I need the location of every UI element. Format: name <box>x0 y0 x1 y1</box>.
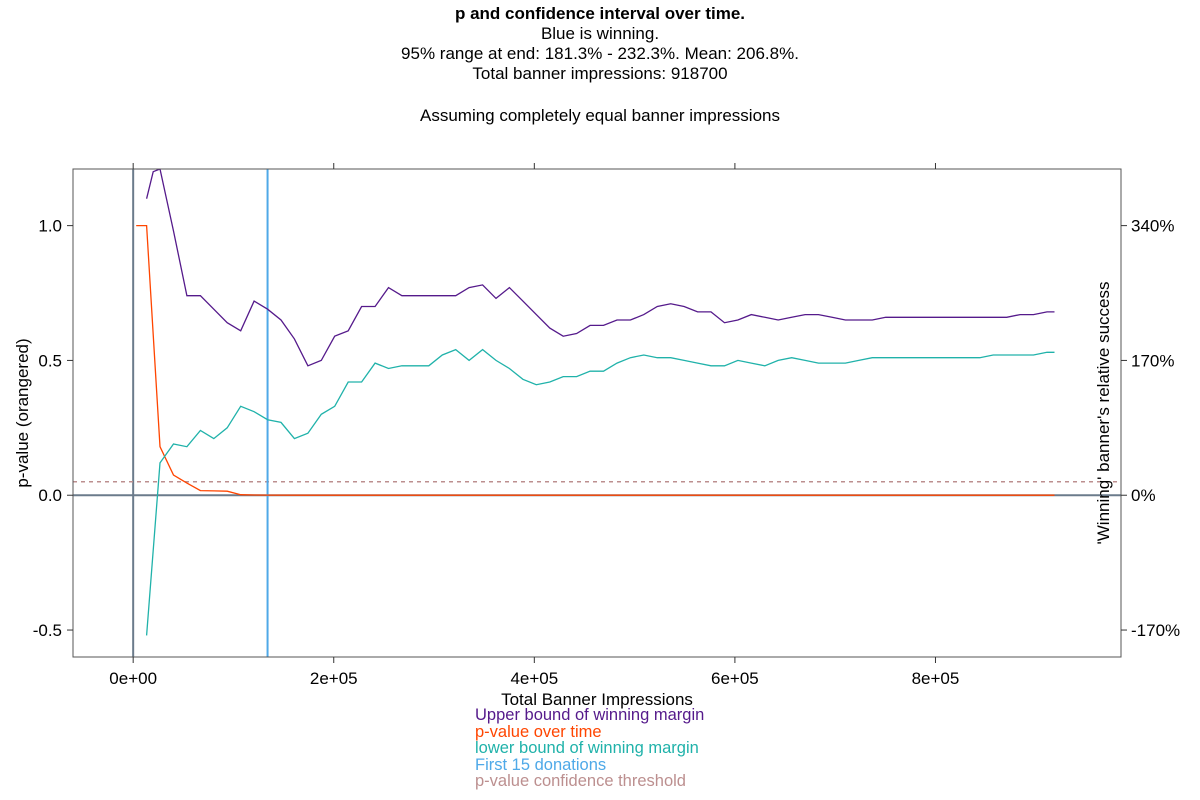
x-tick-label: 2e+05 <box>310 669 358 688</box>
x-tick-label: 0e+00 <box>109 669 157 688</box>
series-line-3 <box>145 348 1055 636</box>
x-axis-label: Total Banner Impressions <box>501 690 693 709</box>
x-tick-label: 4e+05 <box>510 669 558 688</box>
chart-header: p and confidence interval over time. Blu… <box>0 4 1200 126</box>
legend-item-1: Upper bound of winning margin <box>475 706 705 724</box>
legend: Upper bound of winning margin p-value ove… <box>475 707 704 790</box>
subtitle-line-2: 95% range at end: 181.3% - 232.3%. Mean:… <box>401 44 799 63</box>
y-tick-label: 0.5 <box>38 351 62 370</box>
y2-tick-label: -170% <box>1131 621 1180 640</box>
y-tick-label: 1.0 <box>38 217 62 236</box>
y-tick-label: -0.5 <box>33 621 62 640</box>
y-axis-label: p-value (orangered) <box>13 338 32 487</box>
series-line-1 <box>145 169 1055 367</box>
legend-item-5: p-value confidence threshold <box>475 772 686 790</box>
legend-item-3: lower bound of winning margin <box>475 739 699 757</box>
series-line-2 <box>136 224 1055 496</box>
subtitle-line-3: Total banner impressions: 918700 <box>472 64 728 83</box>
legend-item-2: p-value over time <box>475 722 602 741</box>
y2-axis-label: 'Winning' banner's relative success <box>1094 282 1113 545</box>
legend-item-4: First 15 donations <box>475 755 607 774</box>
y2-tick-label: 340% <box>1131 217 1174 236</box>
chart-title: p and confidence interval over time. <box>454 4 746 23</box>
subtitle-line-1: Blue is winning. <box>540 24 660 43</box>
x-tick-label: 6e+05 <box>711 669 759 688</box>
y-tick-label: 0.0 <box>38 486 62 505</box>
y2-tick-label: 170% <box>1131 351 1174 370</box>
plot-frame <box>72 168 1122 658</box>
y2-tick-label: 0% <box>1131 486 1156 505</box>
chart-note: Assuming completely equal banner impress… <box>419 106 780 125</box>
x-tick-label: 8e+05 <box>912 669 960 688</box>
